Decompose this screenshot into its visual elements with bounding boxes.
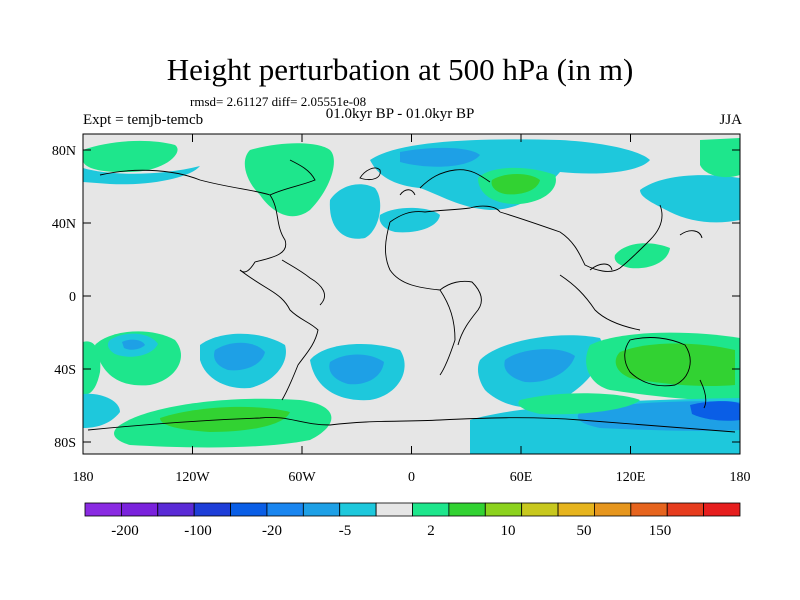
lat-tick-label: 80S xyxy=(54,436,76,451)
colorbar-label: -20 xyxy=(262,523,282,539)
lon-tick-label: 60E xyxy=(510,470,533,485)
lon-tick-label: 180 xyxy=(730,470,751,485)
lat-tick-label: 40N xyxy=(52,217,76,232)
lon-tick-label: 60W xyxy=(288,470,316,485)
contour-pos-southern-indian xyxy=(518,393,640,415)
colorbar-swatch xyxy=(484,502,523,517)
lat-tick-label: 0 xyxy=(69,290,76,305)
lon-tick-label: 0 xyxy=(408,470,415,485)
coastlines xyxy=(87,159,736,433)
lon-ticks xyxy=(82,134,741,454)
season-label: JJA xyxy=(719,112,742,128)
colorbar-label: 2 xyxy=(427,523,435,539)
colorbar-swatch xyxy=(630,502,668,517)
colorbar-swatch xyxy=(594,502,632,517)
contour-neg-east-asia xyxy=(640,175,740,223)
colorbar-swatch xyxy=(157,502,195,517)
contour-neg-antarctic-core xyxy=(690,401,740,421)
contour-neg-atlantic xyxy=(329,184,381,239)
stats-text: rmsd= 2.61127 diff= 2.05551e-08 xyxy=(190,94,367,109)
colorbar-swatch xyxy=(84,502,122,517)
colorbar-swatch xyxy=(120,502,159,517)
colorbar-label: -100 xyxy=(184,523,212,539)
colorbar-swatch xyxy=(666,502,705,517)
colorbar-swatch xyxy=(448,502,486,517)
colorbar-label: 10 xyxy=(501,523,516,539)
lon-tick-label: 120W xyxy=(175,470,210,485)
contour-neg-spac-core xyxy=(122,339,145,350)
contour-pos-spac-west xyxy=(83,341,101,395)
colorbar-swatch xyxy=(302,502,341,517)
contour-field xyxy=(83,134,740,454)
contour-neg-tasman xyxy=(83,393,120,428)
lat-tick-label: 40S xyxy=(54,363,76,378)
contour-pos-npac xyxy=(244,143,334,217)
lat-tick-label: 80N xyxy=(52,144,76,159)
contour-neg-satlantic-core xyxy=(329,354,384,385)
colorbar-swatch xyxy=(703,502,741,517)
colorbar-swatch xyxy=(266,502,304,517)
period-text: 01.0kyr BP - 01.0kyr BP xyxy=(325,106,475,122)
colorbar-swatch xyxy=(193,502,231,517)
contour-neg-south-pacific-core xyxy=(214,342,265,371)
contour-neg-europe xyxy=(379,207,440,233)
contour-pos-china xyxy=(614,243,670,269)
lon-tick-label: 120E xyxy=(616,470,646,485)
map-title: Height perturbation at 500 hPa (in m) xyxy=(166,52,634,87)
colorbar-swatch xyxy=(339,502,377,517)
colorbar-label: -200 xyxy=(111,523,139,539)
colorbar-swatch xyxy=(412,502,450,517)
colorbar-swatch xyxy=(375,502,413,517)
contour-neg-indian-core xyxy=(504,349,575,383)
contour-neg-arctic xyxy=(83,166,200,185)
colorbar-swatch xyxy=(230,502,268,517)
contour-pos-australia-core xyxy=(615,343,735,387)
colorbar-label: 50 xyxy=(577,523,592,539)
contour-pos-eurasia-core xyxy=(491,174,540,195)
contour-pos-arctic-west xyxy=(83,140,178,173)
experiment-label: Expt = temjb-temcb xyxy=(83,112,204,128)
colorbar-swatch xyxy=(521,502,559,517)
colorbar-label: -5 xyxy=(339,523,352,539)
colorbar xyxy=(84,502,741,517)
lon-tick-label: 180 xyxy=(73,470,94,485)
contour-neg-arctic-core xyxy=(400,147,480,167)
colorbar-label: 150 xyxy=(649,523,672,539)
colorbar-swatch xyxy=(557,502,595,517)
lat-ticks xyxy=(83,149,740,443)
contour-pos-east-siberia xyxy=(700,138,740,178)
